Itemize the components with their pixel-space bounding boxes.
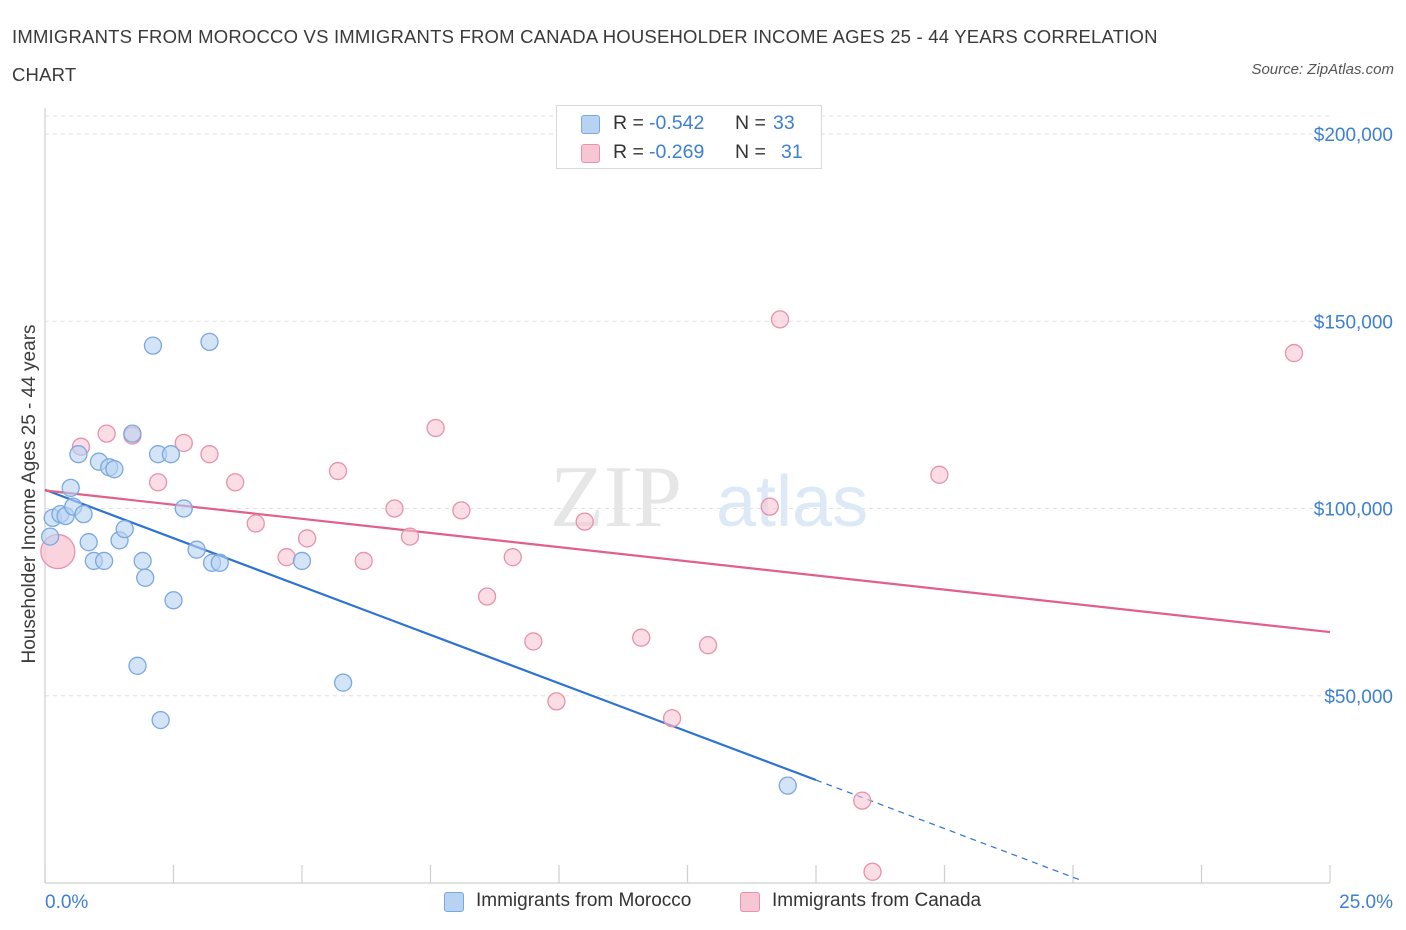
point-canada [547, 692, 566, 711]
y-tick-label: $50,000 [1324, 687, 1393, 708]
point-canada [503, 548, 522, 567]
r-value: -0.269 [649, 141, 705, 163]
point-morocco [123, 424, 142, 443]
axis-labels: $50,000 $100,000 $150,000 $200,000 0.0% 25.0%… [19, 125, 1393, 913]
point-canada [575, 512, 594, 531]
r-label: R = [613, 112, 644, 134]
point-canada [277, 548, 296, 567]
swatch-morocco [581, 115, 600, 134]
point-morocco [61, 478, 80, 498]
point-morocco [40, 527, 60, 546]
x-tick-label: 0.0% [45, 892, 88, 913]
point-canada [97, 424, 116, 443]
y-axis-title: Householder Income Ages 25 - 44 years [19, 324, 40, 663]
point-canada [1284, 343, 1304, 363]
y-tick-label: $100,000 [1314, 500, 1393, 521]
point-canada [632, 628, 651, 647]
point-canada [174, 433, 193, 453]
point-canada [770, 310, 790, 329]
point-morocco [105, 460, 124, 479]
swatch-morocco [444, 892, 464, 912]
point-morocco [94, 551, 114, 571]
watermark-atlas: atlas [716, 462, 868, 542]
series-legend: Immigrants from Morocco Immigrants from … [0, 890, 1406, 916]
chart-source: Source: ZipAtlas.com [1251, 61, 1394, 78]
point-morocco [174, 499, 193, 518]
point-canada [930, 465, 949, 484]
point-morocco [79, 533, 98, 552]
n-value: 33 [773, 112, 795, 134]
point-morocco [133, 551, 152, 571]
point-canada [662, 709, 682, 728]
point-canada [200, 445, 219, 464]
point-morocco [164, 591, 183, 610]
point-morocco [292, 551, 312, 571]
axes [44, 108, 1331, 884]
point-morocco [74, 504, 93, 524]
point-morocco [210, 553, 229, 572]
watermark: ZIP atlas [550, 449, 868, 546]
point-canada [426, 418, 445, 438]
legend-label: Immigrants from Morocco [476, 890, 692, 911]
chart-title: IMMIGRANTS FROM MOROCCO VS IMMIGRANTS FR… [12, 26, 1158, 85]
legend-label: Immigrants from Canada [772, 890, 982, 911]
point-morocco [187, 540, 206, 559]
point-canada [477, 587, 497, 606]
point-canada [385, 499, 404, 518]
point-canada [452, 501, 471, 520]
point-morocco [69, 445, 88, 464]
point-morocco [333, 673, 353, 692]
trend-line-canada [44, 489, 1331, 634]
n-value: 31 [781, 141, 803, 163]
n-label: N = [735, 141, 766, 163]
point-canada [328, 461, 348, 481]
r-label: R = [613, 141, 644, 163]
point-morocco [115, 519, 134, 539]
point-canada [148, 473, 168, 492]
x-tick-label: 25.0% [1339, 892, 1393, 913]
correlation-legend: R = -0.542 N = 33 R = -0.269 N = 31 [556, 105, 822, 169]
point-canada [246, 514, 265, 533]
point-morocco [128, 656, 147, 675]
swatch-canada [740, 892, 760, 912]
y-tick-label: $200,000 [1314, 125, 1393, 146]
point-canada [354, 551, 373, 571]
point-canada [760, 497, 779, 516]
point-morocco [161, 445, 181, 464]
y-tick-label: $150,000 [1314, 312, 1393, 333]
trend-lines [44, 488, 1331, 882]
point-morocco [778, 776, 797, 795]
point-canada [226, 473, 245, 492]
point-morocco [200, 332, 219, 351]
point-canada [863, 862, 882, 881]
n-label: N = [735, 112, 766, 134]
point-canada [297, 529, 317, 548]
r-value: -0.542 [649, 112, 705, 134]
point-morocco [136, 568, 155, 587]
point-canada [524, 632, 543, 651]
point-morocco [143, 336, 163, 355]
grid-lines [45, 115, 1330, 697]
point-canada [400, 527, 420, 546]
point-canada [853, 791, 872, 810]
watermark-zip: ZIP [550, 449, 682, 546]
point-morocco [151, 710, 170, 730]
point-canada [698, 636, 718, 655]
swatch-canada [581, 144, 600, 163]
trend-line-morocco [44, 488, 817, 782]
data-points [40, 310, 1304, 881]
